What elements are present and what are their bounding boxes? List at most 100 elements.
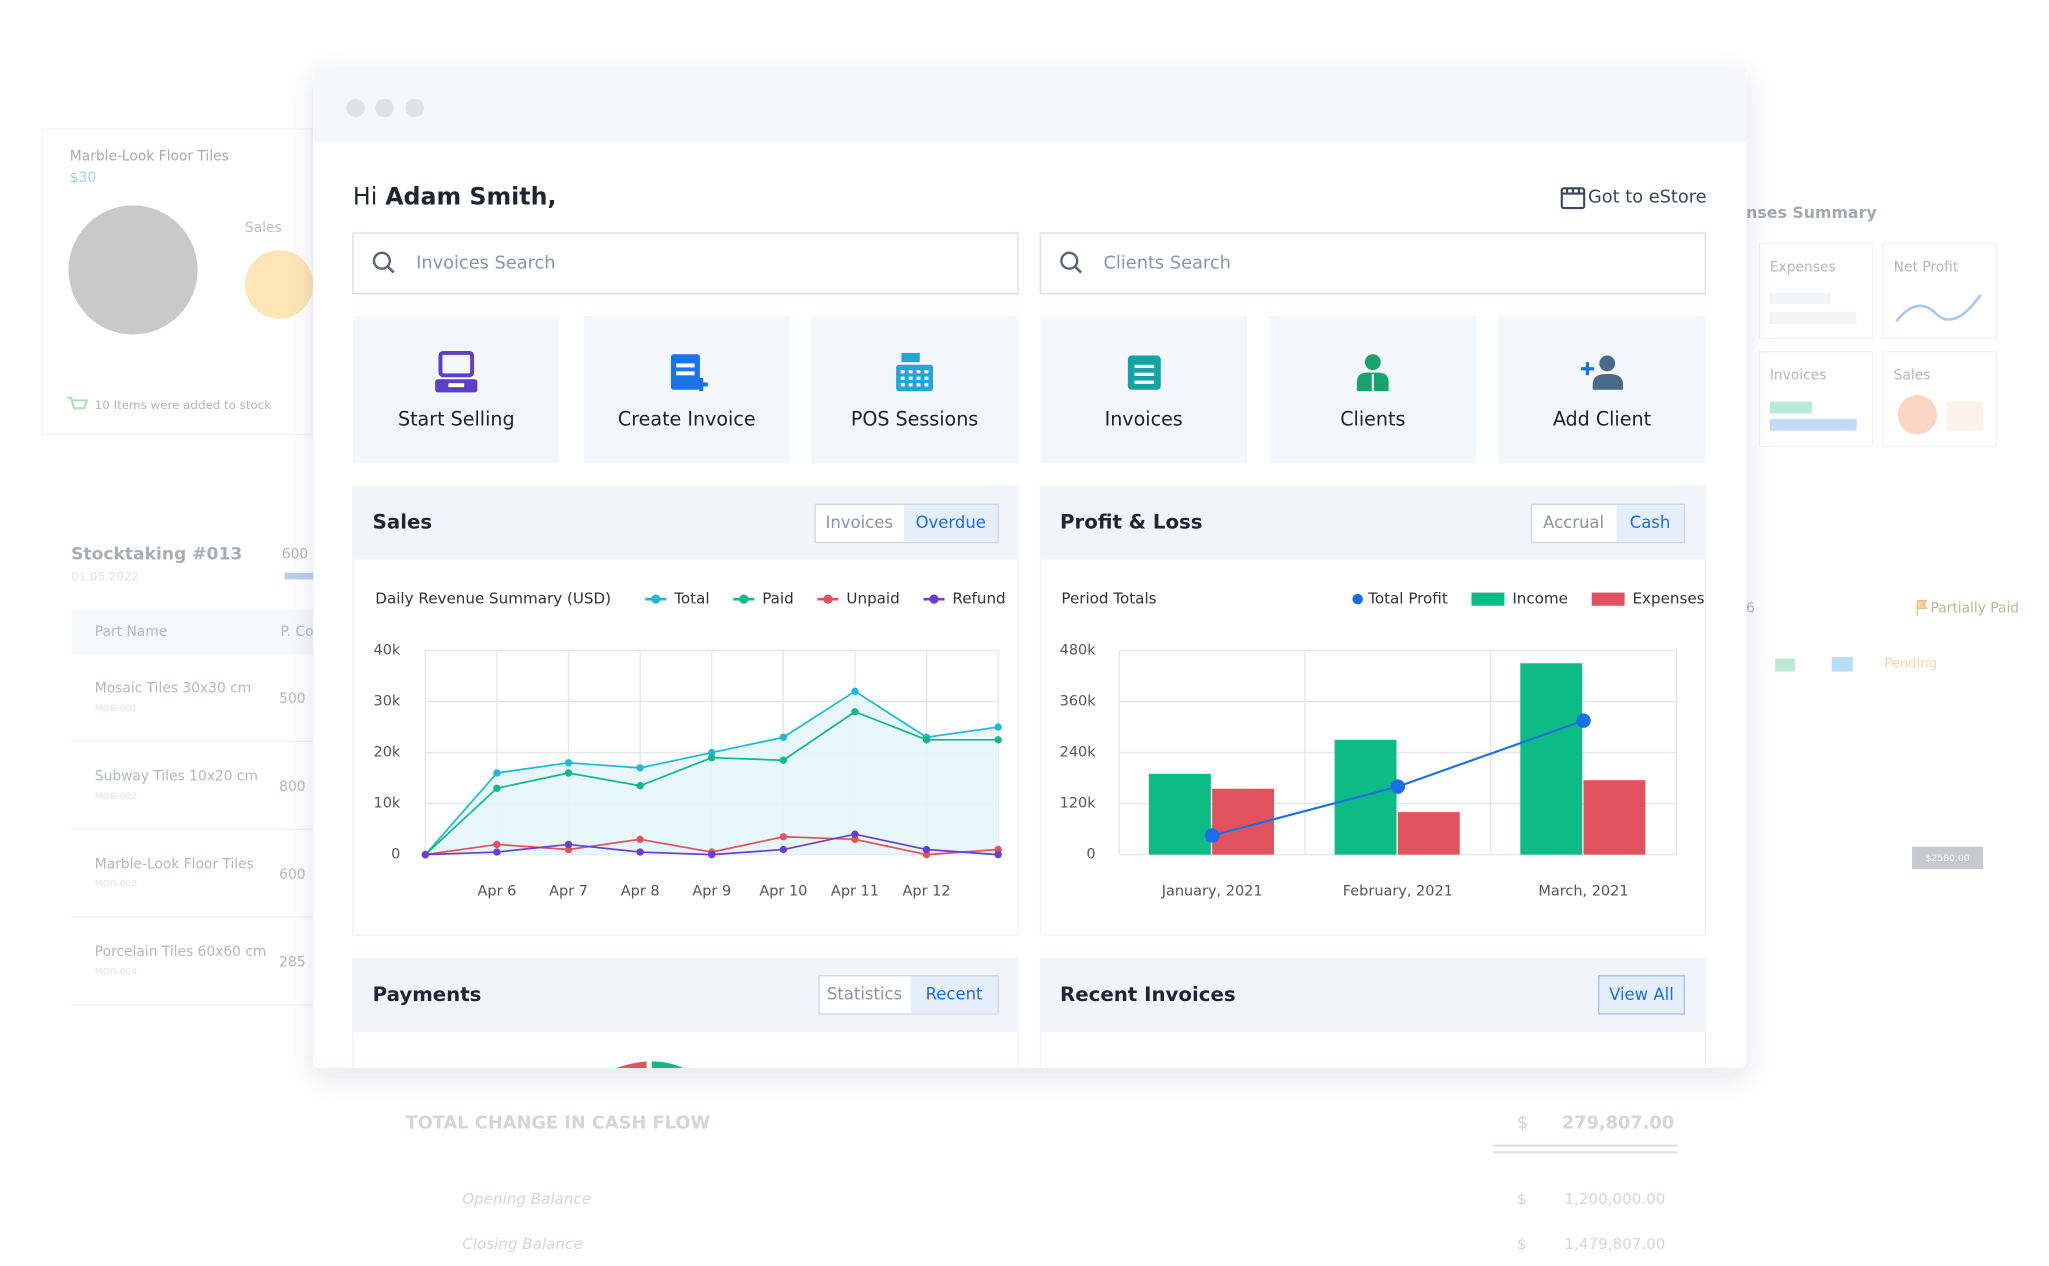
tab[interactable]: Overdue xyxy=(916,513,986,532)
tab-active[interactable] xyxy=(904,505,998,542)
point xyxy=(564,840,573,849)
point xyxy=(493,848,501,856)
tab[interactable]: Recent xyxy=(926,984,983,1003)
search-box[interactable] xyxy=(1039,232,1706,295)
greeting-word: Hi xyxy=(353,182,377,210)
tile-label: POS Sessions xyxy=(851,408,978,431)
bar xyxy=(1334,739,1397,855)
column-header: P. Co xyxy=(280,624,313,640)
search-icon xyxy=(372,251,391,270)
tab-active[interactable] xyxy=(910,976,998,1014)
search-icon xyxy=(386,265,395,274)
icon xyxy=(1592,373,1624,390)
point xyxy=(708,753,716,762)
point xyxy=(708,748,716,757)
part-name: Subway Tiles 10x20 cm xyxy=(95,769,258,785)
tile[interactable]: Create Invoice xyxy=(583,316,791,464)
point xyxy=(994,845,1002,854)
area xyxy=(425,691,999,855)
summary-card xyxy=(1882,242,1997,340)
part-code: MOB-003 xyxy=(95,879,138,890)
search-box[interactable] xyxy=(352,232,1019,295)
cash-flow-total: 279,807.00 xyxy=(1562,1113,1674,1133)
pie-peek xyxy=(651,1061,684,1068)
column-header: Part Name xyxy=(95,624,167,640)
deco xyxy=(1775,658,1795,672)
tile[interactable]: Start Selling xyxy=(352,316,560,464)
point xyxy=(564,845,573,854)
deco xyxy=(1769,401,1812,414)
point xyxy=(493,769,501,777)
icon xyxy=(694,377,708,392)
store-icon xyxy=(1560,187,1586,210)
currency: $ xyxy=(1517,1113,1528,1133)
point xyxy=(994,850,1002,859)
tile[interactable]: Add Client xyxy=(1498,316,1706,464)
tile[interactable]: Invoices xyxy=(1040,316,1248,464)
icon xyxy=(908,383,913,387)
tile-bg[interactable] xyxy=(1040,316,1248,464)
chart-subtitle: Daily Revenue Summary (USD) xyxy=(375,590,611,608)
part-code: MOB-004 xyxy=(95,966,138,977)
tab-active[interactable] xyxy=(1616,505,1684,542)
card xyxy=(1039,485,1706,936)
point xyxy=(851,835,859,844)
legend-marker xyxy=(1471,592,1505,606)
stocktaking-total: 600 xyxy=(282,546,308,562)
legend-label: Income xyxy=(1512,590,1568,608)
summary-card xyxy=(1882,350,1997,448)
point xyxy=(779,756,788,764)
icon xyxy=(900,376,905,380)
legend-marker xyxy=(929,594,939,604)
part-name: Mosaic Tiles 30x30 cm xyxy=(95,681,251,697)
icon xyxy=(916,370,921,374)
x-tick-label: January, 2021 xyxy=(1161,884,1263,900)
card-title: Sales xyxy=(373,510,432,533)
tile[interactable]: Clients xyxy=(1269,316,1477,464)
legend-marker xyxy=(1352,593,1363,605)
legend-label: Unpaid xyxy=(846,590,899,608)
flag-icon xyxy=(1916,599,1928,617)
point xyxy=(636,848,644,856)
button-label[interactable]: View All xyxy=(1609,985,1674,1004)
icon xyxy=(924,383,929,387)
tile-label: Start Selling xyxy=(398,408,515,431)
y-tick-label: 480k xyxy=(1060,643,1097,659)
bar xyxy=(1148,773,1211,855)
bar xyxy=(1397,812,1460,855)
point xyxy=(851,687,859,696)
invoice-amount: $2580.00 xyxy=(1926,853,1970,864)
tile-bg[interactable] xyxy=(583,316,791,464)
bar xyxy=(1520,663,1583,855)
balance-label: Opening Balance xyxy=(462,1190,591,1208)
deco xyxy=(1831,657,1853,672)
button[interactable] xyxy=(1597,975,1685,1015)
chart-subtitle: Period Totals xyxy=(1061,590,1156,608)
tab[interactable]: Accrual xyxy=(1543,513,1604,532)
tab[interactable]: Statistics xyxy=(827,984,902,1003)
currency: $ xyxy=(1517,1190,1527,1208)
stocktaking-title: Stocktaking #013 xyxy=(71,544,242,564)
tab[interactable]: Cash xyxy=(1630,513,1671,532)
icon xyxy=(1134,372,1155,376)
icon xyxy=(1580,362,1595,376)
x-tick-label: Apr 12 xyxy=(903,884,951,900)
product-name: Marble-Look Floor Tiles xyxy=(70,149,229,165)
store-link[interactable]: Got to eStore xyxy=(1588,188,1707,208)
balance-value: 1,479,807.00 xyxy=(1564,1235,1665,1253)
legend-label: Expenses xyxy=(1632,590,1704,608)
deco xyxy=(1895,294,1982,323)
deco xyxy=(1769,418,1857,431)
legend-label: Refund xyxy=(952,590,1005,608)
tile[interactable]: POS Sessions xyxy=(811,316,1018,464)
tile-bg[interactable] xyxy=(1498,316,1706,464)
stock-bar xyxy=(284,572,314,580)
icon xyxy=(676,371,695,376)
tile-label: Invoices xyxy=(1105,408,1183,431)
icon xyxy=(676,363,695,368)
tab[interactable]: Invoices xyxy=(826,513,893,532)
icon xyxy=(916,376,921,380)
y-tick-label: 40k xyxy=(374,643,401,659)
point xyxy=(922,850,931,859)
